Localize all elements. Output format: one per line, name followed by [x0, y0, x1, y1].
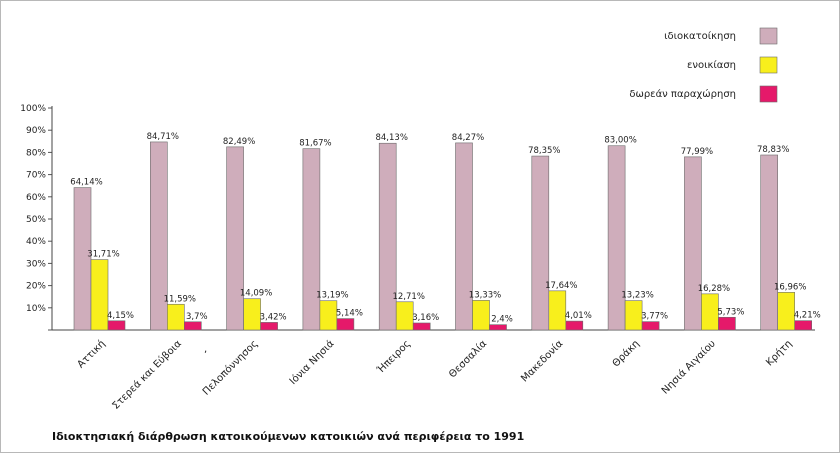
- bar: [718, 316, 736, 331]
- bar: [455, 142, 473, 331]
- category-label: Αττική: [75, 338, 108, 371]
- annotation: ,: [204, 344, 207, 355]
- data-label: 82,49%: [223, 137, 255, 147]
- data-label: 3,7%: [186, 312, 208, 322]
- bar: [489, 324, 507, 331]
- bar: [395, 301, 414, 331]
- category-label: Ήπειρος: [374, 338, 413, 377]
- bar: [90, 259, 109, 331]
- bar: [260, 322, 278, 331]
- chart-title: Ιδιοκτησιακή διάρθρωση κατοικούμενων κατ…: [52, 430, 524, 443]
- data-label: 78,83%: [757, 145, 789, 155]
- data-label: 13,33%: [469, 290, 501, 300]
- bar: [531, 155, 550, 331]
- data-label: 5,14%: [336, 309, 363, 319]
- bar: [760, 154, 779, 331]
- category-label: Θεσσαλία: [446, 337, 489, 380]
- bar: [548, 290, 567, 331]
- category-label: Νησιά Αιγαίου: [659, 337, 718, 396]
- legend-label: ενοικίαση: [687, 59, 736, 71]
- data-label: 12,71%: [392, 292, 424, 302]
- y-tick-label: 90%: [26, 126, 46, 136]
- legend-swatch: [759, 27, 778, 45]
- bar: [607, 145, 626, 331]
- bar: [226, 146, 244, 331]
- bar: [184, 321, 202, 331]
- data-label: 5,73%: [717, 307, 744, 317]
- bar: [794, 320, 813, 331]
- bar: [243, 298, 261, 331]
- data-label: 13,19%: [316, 291, 348, 301]
- data-label: 31,71%: [87, 250, 119, 260]
- data-label: 13,23%: [621, 291, 653, 301]
- data-label: 78,35%: [528, 146, 560, 156]
- category-label: Μακεδονία: [519, 337, 566, 384]
- category-label: Θράκη: [610, 338, 642, 370]
- legend-label: δωρεάν παραχώρηση: [629, 88, 736, 100]
- data-label: 84,27%: [452, 133, 484, 143]
- bar: [641, 321, 660, 331]
- category-label: Πελοπόννησος: [200, 338, 260, 398]
- y-tick-label: 60%: [26, 193, 46, 203]
- category-label: Κρήτη: [763, 338, 794, 369]
- data-label: 3,16%: [412, 313, 439, 323]
- y-tick-label: 40%: [26, 237, 46, 247]
- bar: [319, 300, 338, 331]
- bar: [565, 320, 584, 331]
- data-label: 3,77%: [641, 312, 668, 322]
- bar: [701, 293, 719, 331]
- y-tick-label: 10%: [26, 304, 46, 314]
- bar: [378, 142, 397, 331]
- data-label: 16,96%: [774, 282, 806, 292]
- bar: [336, 318, 355, 331]
- bar: [412, 322, 431, 331]
- y-tick-label: 30%: [26, 259, 46, 269]
- data-label: 3,42%: [260, 312, 287, 322]
- bar: [777, 292, 796, 331]
- legend-swatch: [759, 85, 778, 103]
- y-tick-label: 50%: [26, 215, 46, 225]
- data-label: 11,59%: [164, 294, 196, 304]
- legend-label: ιδιοκατοίκηση: [664, 30, 736, 42]
- data-label: 4,01%: [565, 311, 592, 321]
- bar: [624, 300, 643, 331]
- data-label: 4,21%: [794, 311, 821, 321]
- data-label: 17,64%: [545, 281, 577, 291]
- bar: [73, 187, 92, 331]
- data-label: 16,28%: [698, 284, 730, 294]
- data-label: 84,13%: [375, 133, 407, 143]
- data-label: 14,09%: [240, 289, 272, 299]
- category-label: Στερεά και Εύβοια: [110, 337, 184, 411]
- bar: [107, 320, 126, 331]
- legend-swatch: [759, 56, 778, 74]
- y-tick-label: 100%: [20, 104, 46, 114]
- data-label: 83,00%: [604, 136, 636, 146]
- y-tick-label: 70%: [26, 171, 46, 181]
- y-tick-label: 20%: [26, 282, 46, 292]
- data-label: 81,67%: [299, 139, 331, 149]
- bar: [150, 141, 168, 331]
- bar: [167, 303, 185, 331]
- data-label: 2,4%: [491, 315, 513, 325]
- data-label: 84,71%: [147, 132, 179, 142]
- data-label: 64,14%: [70, 178, 102, 188]
- bar: [302, 148, 321, 331]
- data-label: 77,99%: [681, 147, 713, 157]
- category-label: Ιόνια Νησιά: [287, 337, 337, 387]
- data-label: 4,15%: [107, 311, 134, 321]
- y-tick-label: 80%: [26, 148, 46, 158]
- bar: [472, 300, 490, 331]
- bar: [684, 156, 702, 331]
